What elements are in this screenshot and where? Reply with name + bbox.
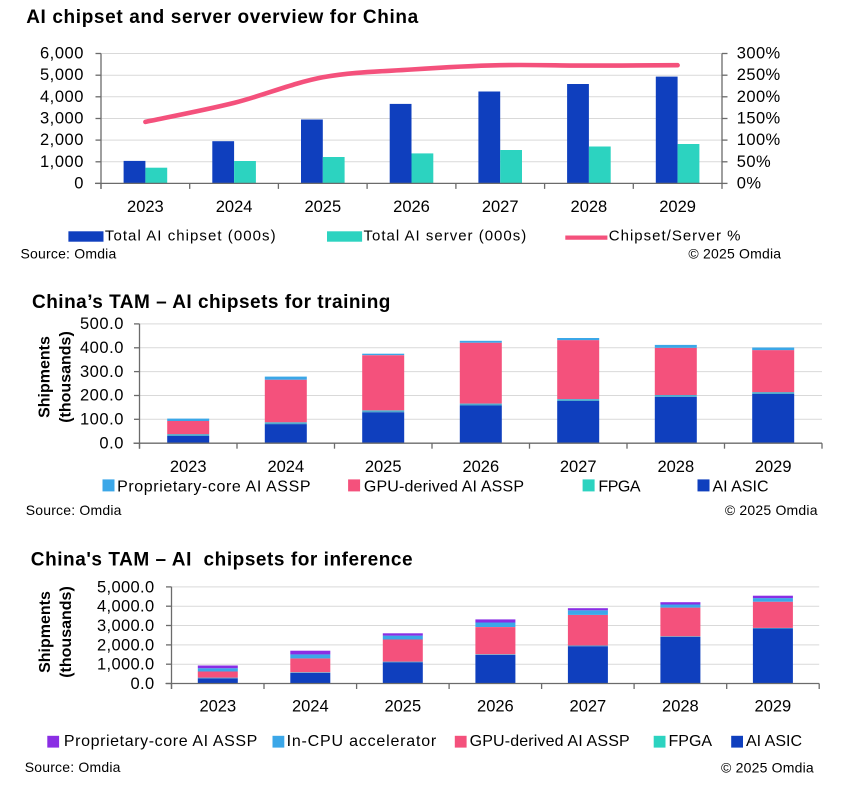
svg-text:2029: 2029	[755, 697, 792, 715]
svg-text:2023: 2023	[170, 458, 207, 476]
svg-text:2027: 2027	[570, 697, 607, 715]
svg-text:2029: 2029	[755, 458, 792, 476]
svg-text:250%: 250%	[737, 66, 781, 84]
svg-text:500.0: 500.0	[80, 315, 124, 333]
svg-text:4,000.0: 4,000.0	[97, 598, 155, 616]
svg-text:© 2025 Omdia: © 2025 Omdia	[725, 502, 818, 518]
svg-text:AI ASIC: AI ASIC	[746, 733, 802, 750]
svg-text:Total AI chipset (000s): Total AI chipset (000s)	[105, 228, 277, 245]
svg-text:300%: 300%	[737, 45, 781, 63]
svg-text:1,000: 1,000	[40, 153, 84, 171]
svg-text:(thousands): (thousands)	[58, 586, 75, 678]
svg-text:2028: 2028	[657, 458, 694, 476]
svg-text:FPGA: FPGA	[598, 478, 641, 495]
svg-text:0%: 0%	[737, 174, 762, 192]
svg-text:FPGA: FPGA	[669, 733, 713, 750]
svg-text:2024: 2024	[267, 458, 304, 476]
svg-text:2025: 2025	[384, 697, 421, 715]
svg-text:AI ASIC: AI ASIC	[713, 478, 769, 495]
svg-text:Shipments: Shipments	[37, 591, 54, 673]
svg-text:2026: 2026	[477, 697, 514, 715]
svg-text:2023: 2023	[199, 697, 236, 715]
svg-text:0.0: 0.0	[99, 434, 124, 452]
svg-text:0.0: 0.0	[131, 675, 155, 693]
svg-text:400.0: 400.0	[80, 339, 124, 357]
svg-text:2024: 2024	[216, 198, 253, 216]
svg-text:Proprietary-core AI ASSP: Proprietary-core AI ASSP	[64, 733, 258, 750]
svg-text:300.0: 300.0	[80, 363, 124, 381]
svg-text:Source: Omdia: Source: Omdia	[26, 502, 122, 518]
svg-text:China's TAM – AI chipsets for: China's TAM – AI chipsets for inference	[31, 549, 413, 570]
svg-text:5,000: 5,000	[40, 66, 84, 84]
svg-text:© 2025 Omdia: © 2025 Omdia	[688, 246, 781, 262]
svg-text:2028: 2028	[662, 697, 699, 715]
svg-text:Source: Omdia: Source: Omdia	[25, 759, 121, 775]
svg-text:0: 0	[74, 174, 84, 192]
svg-text:100.0: 100.0	[80, 411, 124, 429]
svg-text:(thousands): (thousands)	[58, 331, 75, 423]
svg-text:200%: 200%	[737, 88, 781, 106]
svg-text:2024: 2024	[292, 697, 329, 715]
svg-text:Proprietary-core AI ASSP: Proprietary-core AI ASSP	[117, 478, 311, 495]
svg-text:3,000.0: 3,000.0	[97, 617, 155, 635]
svg-text:2026: 2026	[393, 198, 430, 216]
svg-text:© 2025 Omdia: © 2025 Omdia	[721, 759, 814, 775]
svg-text:150%: 150%	[737, 110, 781, 128]
svg-text:GPU-derived AI ASSP: GPU-derived AI ASSP	[364, 478, 524, 495]
svg-text:100%: 100%	[737, 131, 781, 149]
svg-text:4,000: 4,000	[40, 88, 84, 106]
svg-text:2025: 2025	[365, 458, 402, 476]
svg-text:Shipments: Shipments	[37, 336, 54, 418]
svg-text:Chipset/Server %: Chipset/Server %	[609, 228, 742, 245]
svg-text:AI chipset and server overview: AI chipset and server overview for China	[26, 7, 419, 28]
svg-text:In-CPU accelerator: In-CPU accelerator	[287, 733, 437, 750]
svg-text:2023: 2023	[127, 198, 164, 216]
svg-text:Source: Omdia: Source: Omdia	[21, 245, 117, 261]
svg-text:50%: 50%	[737, 153, 771, 171]
svg-text:China’s TAM – AI chipsets for: China’s TAM – AI chipsets for training	[32, 292, 391, 313]
svg-text:1,000.0: 1,000.0	[97, 656, 155, 674]
svg-text:Total AI server (000s): Total AI server (000s)	[364, 228, 528, 245]
svg-text:2029: 2029	[659, 198, 696, 216]
svg-text:2027: 2027	[482, 198, 519, 216]
svg-text:6,000: 6,000	[40, 45, 84, 63]
svg-text:3,000: 3,000	[40, 110, 84, 128]
svg-text:2,000.0: 2,000.0	[97, 636, 155, 654]
svg-text:5,000.0: 5,000.0	[97, 578, 155, 596]
svg-text:2026: 2026	[462, 458, 499, 476]
svg-text:2,000: 2,000	[40, 131, 84, 149]
svg-text:200.0: 200.0	[80, 387, 124, 405]
svg-text:2025: 2025	[304, 198, 341, 216]
svg-text:2028: 2028	[571, 198, 608, 216]
svg-text:2027: 2027	[560, 458, 597, 476]
svg-text:GPU-derived AI ASSP: GPU-derived AI ASSP	[470, 733, 630, 750]
